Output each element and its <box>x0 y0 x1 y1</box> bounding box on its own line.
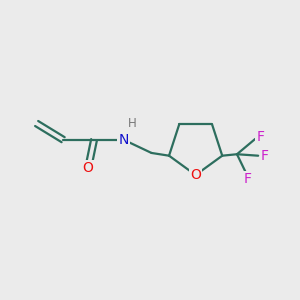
Text: N: N <box>118 133 129 147</box>
Text: O: O <box>83 161 94 175</box>
Text: F: F <box>256 130 265 144</box>
Text: H: H <box>128 117 137 130</box>
Text: F: F <box>261 149 268 163</box>
Text: O: O <box>190 168 201 182</box>
Text: F: F <box>243 172 251 186</box>
